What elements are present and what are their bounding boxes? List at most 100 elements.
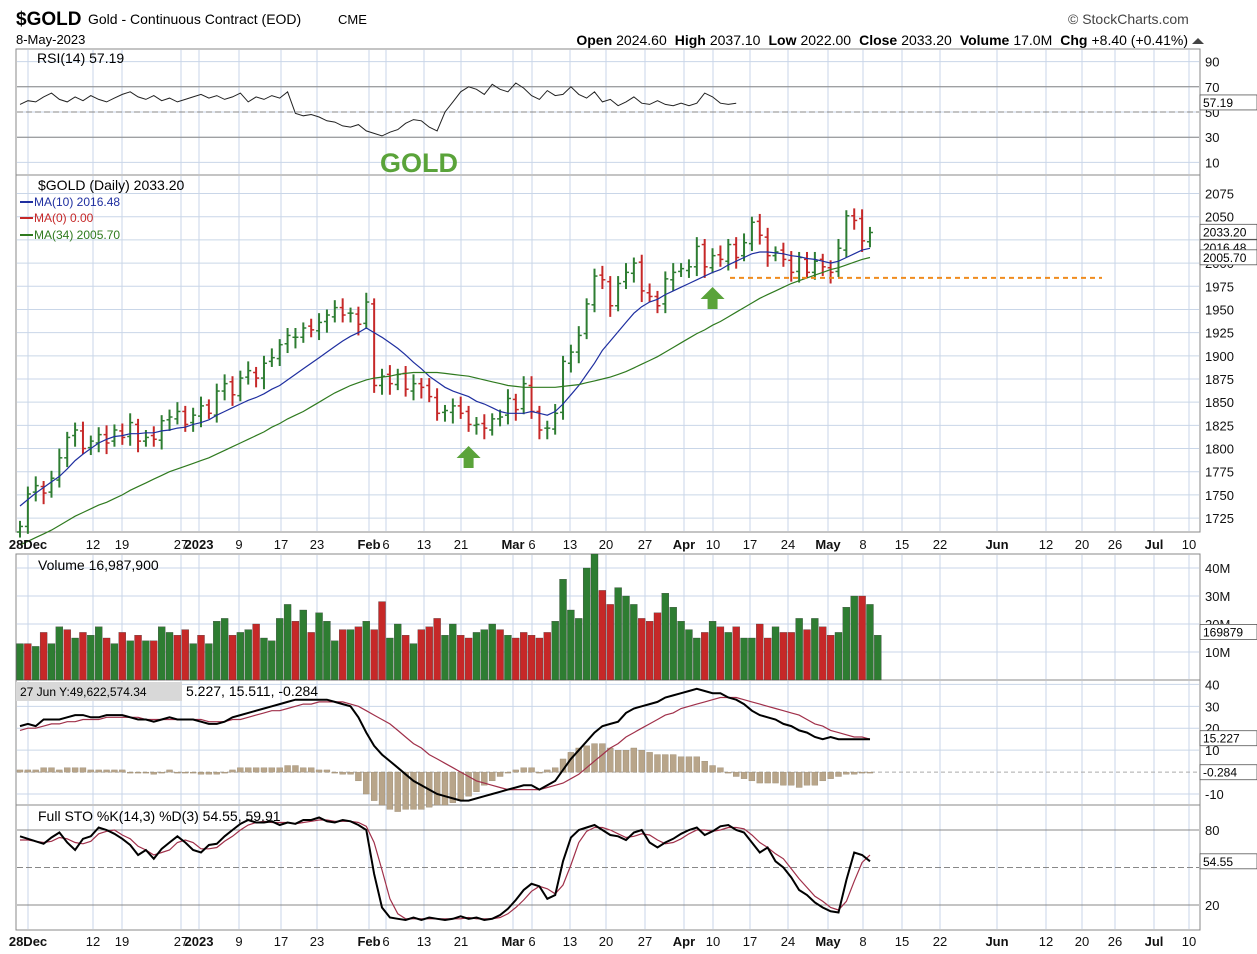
volume-bar: [346, 629, 355, 681]
macd-histogram-bar: [331, 771, 338, 774]
y-tick-label: 20: [1205, 898, 1219, 913]
volume-bar: [748, 637, 756, 681]
volume-bar: [165, 632, 174, 681]
legend-ma10: MA(10) 2016.48: [34, 195, 120, 209]
macd-histogram-bar: [166, 769, 173, 773]
y-tick-label: 1900: [1205, 349, 1234, 364]
volume-last-value: 169879: [1203, 625, 1243, 639]
y-tick-label: 2075: [1205, 187, 1234, 202]
y-tick-label: 10: [1205, 155, 1219, 170]
y-tick-label: 30: [1205, 699, 1219, 714]
volume-value: 17.0M: [1013, 32, 1052, 48]
volume-bar: [417, 629, 426, 681]
price-panel: [15, 174, 1201, 533]
macd-histogram-bar: [418, 771, 425, 810]
volume-bar: [189, 643, 197, 681]
macd-histogram-bar: [16, 769, 24, 773]
macd-histogram-bar: [622, 750, 630, 773]
x-tick-label: 21: [454, 934, 468, 949]
x-tick-label: 27: [638, 934, 652, 949]
y-tick-label: 1750: [1205, 488, 1234, 503]
macd-histogram-bar: [740, 771, 748, 779]
volume-bar: [858, 595, 866, 681]
volume-bar: [527, 635, 536, 681]
macd-histogram-bar: [79, 767, 87, 773]
volume-bar: [71, 637, 79, 681]
volume-bar: [339, 629, 347, 681]
macd-histogram-bar: [300, 767, 307, 773]
macd-histogram-bar: [355, 771, 362, 782]
macd-histogram-bar: [795, 771, 803, 788]
macd-histogram-bar: [308, 767, 315, 773]
volume-bar: [307, 632, 315, 681]
y-tick-label: 70: [1205, 80, 1219, 95]
volume-bar: [826, 635, 835, 681]
macd-histogram-bar: [520, 767, 527, 773]
macd-line: [19, 687, 870, 802]
volume-bar: [47, 643, 56, 681]
volume-bar: [197, 635, 205, 681]
x-tick-label: 6: [528, 537, 535, 552]
x-tick-label: 17: [274, 934, 288, 949]
macd-histogram-bar: [339, 771, 346, 775]
macd-histogram-bar: [182, 771, 189, 774]
x-tick-label: 28Dec: [9, 934, 47, 949]
y-tick-label: 1825: [1205, 418, 1234, 433]
volume-bar: [464, 637, 473, 681]
x-tick-label: 19: [115, 934, 129, 949]
open-value: 2024.60: [616, 32, 667, 48]
y-tick-label: 10: [1205, 743, 1219, 758]
y-tick-label: 1875: [1205, 372, 1234, 387]
price-last-value-box: [1199, 223, 1257, 240]
macd-histogram-bar: [71, 767, 79, 773]
x-tick-label: Jun: [985, 537, 1008, 552]
macd-histogram-bar: [489, 771, 496, 782]
volume-bar: [677, 621, 685, 681]
x-tick-label: 6: [528, 934, 535, 949]
volume-bar: [95, 626, 103, 681]
open-label: Open: [576, 32, 612, 48]
x-tick-label: May: [815, 537, 841, 552]
x-tick-label: 13: [563, 934, 577, 949]
macd-histogram-bar: [544, 769, 551, 773]
volume-bar: [716, 626, 725, 681]
volume-bar: [441, 635, 449, 681]
x-tick-label: 10: [706, 537, 720, 552]
x-tick-label: Apr: [673, 934, 695, 949]
price-last-value: 2033.20: [1203, 225, 1247, 239]
volume-bar: [740, 637, 748, 681]
volume-bar: [551, 621, 559, 681]
volume-bar: [630, 604, 638, 681]
macd-histogram-bar: [496, 771, 504, 777]
volume-bar: [661, 593, 669, 681]
volume-bar: [638, 618, 646, 681]
y-tick-label: 1850: [1205, 395, 1234, 410]
volume-last-value-box: [1199, 624, 1257, 640]
macd-histogram-bar: [811, 771, 819, 786]
volume-bar: [480, 629, 488, 681]
volume-bar: [787, 632, 795, 681]
macd-histogram-bar: [402, 771, 409, 810]
x-tick-label: 12: [86, 537, 100, 552]
ma34-line: [19, 256, 871, 546]
macd-histogram-bar: [111, 769, 118, 773]
macd-histogram-bar: [158, 771, 165, 774]
macd-histogram-bar: [614, 750, 622, 773]
macd-histogram-bar: [685, 756, 693, 773]
collapse-arrow-icon[interactable]: [1192, 38, 1204, 44]
macd-histogram-bar: [670, 754, 677, 773]
chg-label: Chg: [1060, 32, 1087, 48]
x-tick-label: 8: [859, 537, 866, 552]
histogram-last-value-box: [1199, 764, 1257, 781]
sto-title: Full STO %K(14,3) %D(3) 54.55, 59.91: [38, 808, 281, 824]
low-label: Low: [768, 32, 796, 48]
sto-k-line: [19, 816, 871, 922]
volume-bar: [87, 635, 95, 681]
ma34-last-value-box: [1199, 249, 1257, 266]
x-tick-label: 23: [310, 934, 324, 949]
x-tick-label: 13: [417, 537, 431, 552]
x-tick-label: 24: [781, 537, 795, 552]
volume-bar: [173, 635, 182, 681]
volume-bar: [299, 609, 307, 681]
